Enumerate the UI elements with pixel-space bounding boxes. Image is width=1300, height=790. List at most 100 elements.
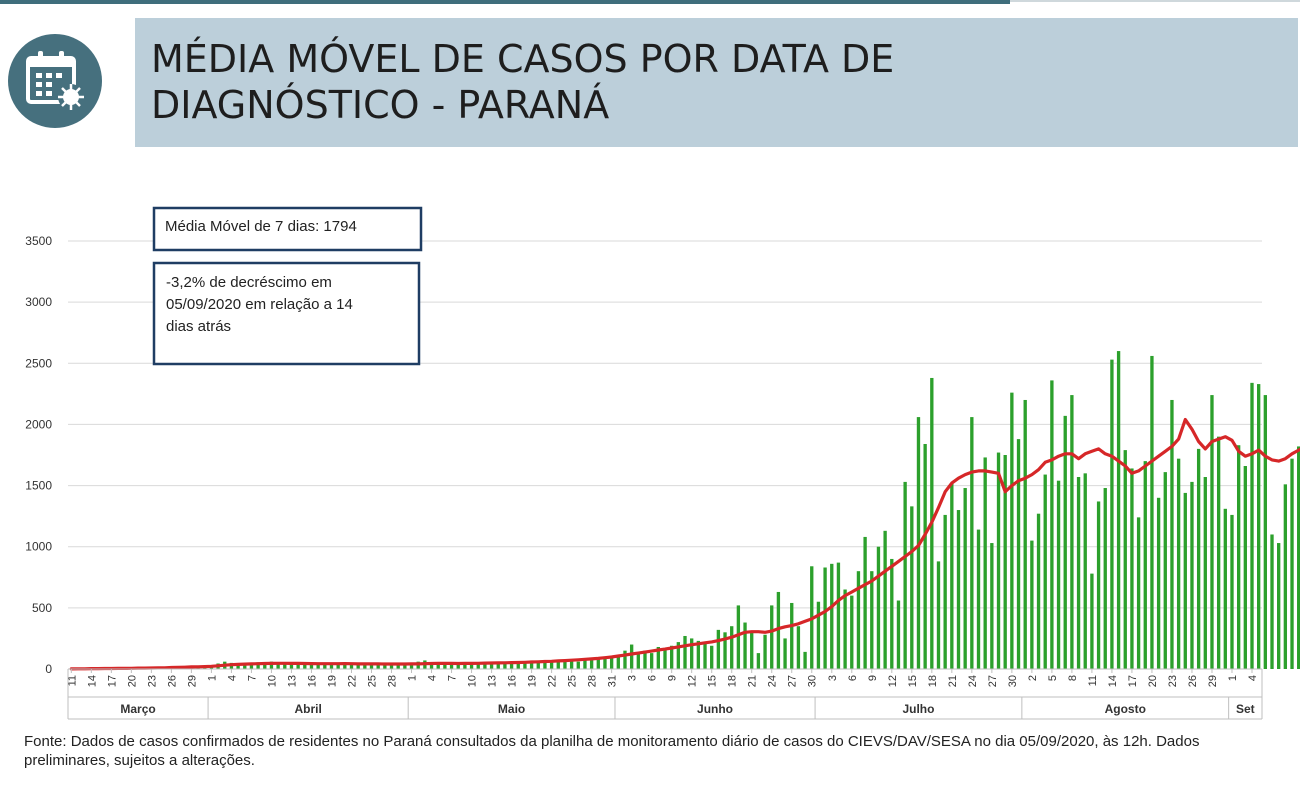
x-tick-label: 9 xyxy=(667,675,679,681)
daily-cases-bar xyxy=(1030,540,1034,669)
x-tick-label: 4 xyxy=(427,675,439,681)
daily-cases-bar xyxy=(996,452,1001,669)
daily-cases-bar xyxy=(1116,351,1121,669)
daily-cases-bar xyxy=(363,662,367,669)
daily-cases-bar xyxy=(303,664,307,669)
month-label: Agosto xyxy=(1105,702,1146,716)
daily-cases-bar xyxy=(436,663,440,669)
daily-cases-bar xyxy=(836,562,841,669)
daily-cases-bar xyxy=(449,662,454,669)
daily-cases-bar xyxy=(950,483,954,669)
daily-cases-bar xyxy=(716,629,721,669)
change-annotation: -3,2% de decréscimo em 05/09/2020 em rel… xyxy=(152,261,421,366)
daily-cases-bar xyxy=(723,632,727,669)
daily-cases-bar xyxy=(596,657,600,669)
bars-layer xyxy=(69,351,1300,669)
daily-cases-bar xyxy=(623,650,627,669)
x-tick-label: 31 xyxy=(607,675,619,687)
x-tick-label: 29 xyxy=(1207,675,1219,687)
daily-cases-bar xyxy=(1270,534,1274,669)
daily-cases-bar xyxy=(1230,514,1234,669)
daily-cases-bar xyxy=(870,571,874,669)
daily-cases-bar xyxy=(1256,384,1261,669)
x-tick-label: 30 xyxy=(1007,675,1019,687)
daily-cases-bar xyxy=(1196,448,1201,669)
daily-cases-bar xyxy=(1003,455,1007,669)
daily-cases-bar xyxy=(1130,468,1134,669)
header-banner: MÉDIA MÓVEL DE CASOS POR DATA DE DIAGNÓS… xyxy=(135,18,1298,147)
daily-cases-bar xyxy=(790,602,794,669)
daily-cases-bar xyxy=(523,661,527,669)
x-tick-label: 24 xyxy=(967,675,979,687)
daily-cases-bar xyxy=(249,663,254,669)
month-label: Maio xyxy=(498,702,525,716)
daily-cases-bar xyxy=(676,642,681,669)
x-tick-label: 4 xyxy=(226,675,238,681)
daily-cases-bar xyxy=(1050,380,1054,669)
x-tick-label: 11 xyxy=(1087,675,1099,686)
x-tick-label: 12 xyxy=(887,675,899,687)
x-tick-label: 21 xyxy=(947,675,959,687)
daily-cases-bar xyxy=(276,663,280,669)
daily-cases-bar xyxy=(636,654,640,669)
daily-cases-bar xyxy=(1163,472,1167,669)
daily-cases-bar xyxy=(983,457,987,669)
daily-cases-bar xyxy=(803,651,807,669)
daily-cases-bar xyxy=(796,626,801,669)
daily-cases-bar xyxy=(1216,436,1221,669)
change-label-line1: -3,2% de decréscimo em xyxy=(166,274,332,291)
x-tick-label: 13 xyxy=(287,675,299,687)
daily-cases-bar xyxy=(1103,488,1107,669)
daily-cases-bar xyxy=(1096,501,1101,669)
daily-cases-bar xyxy=(1110,359,1114,669)
x-tick-label: 10 xyxy=(266,675,278,687)
daily-cases-bar xyxy=(1023,399,1027,669)
x-tick-label: 24 xyxy=(767,675,779,687)
daily-cases-bar xyxy=(843,589,847,669)
daily-cases-bar xyxy=(529,660,534,669)
daily-cases-bar xyxy=(776,591,781,669)
daily-cases-bar xyxy=(383,664,387,669)
daily-cases-bar xyxy=(816,601,821,669)
x-tick-label: 19 xyxy=(327,675,339,687)
moving-average-annotation: Média Móvel de 7 dias: 1794 xyxy=(152,206,423,252)
x-tick-label: 5 xyxy=(1047,675,1059,681)
x-tick-label: 26 xyxy=(166,675,178,687)
x-tick-label: 21 xyxy=(747,675,759,687)
daily-cases-bar xyxy=(976,529,981,669)
daily-cases-bar xyxy=(670,645,674,669)
x-tick-label: 16 xyxy=(507,675,519,687)
moving-average-label: Média Móvel de 7 dias: 1794 xyxy=(165,218,357,235)
x-tick-label: 14 xyxy=(1107,675,1119,687)
x-tick-label: 7 xyxy=(246,675,258,681)
daily-cases-bar xyxy=(890,558,894,669)
daily-cases-bar xyxy=(1223,508,1227,669)
daily-cases-bar xyxy=(1136,517,1141,669)
daily-cases-bar xyxy=(1083,473,1087,669)
calendar-virus-icon xyxy=(8,34,102,128)
x-tick-label: 20 xyxy=(126,675,138,687)
y-tick-label: 3500 xyxy=(25,234,52,248)
daily-cases-bar xyxy=(443,664,447,669)
daily-cases-bar xyxy=(663,649,667,669)
y-tick-label: 2000 xyxy=(25,417,52,431)
daily-cases-bar xyxy=(1297,446,1300,669)
daily-cases-bar xyxy=(576,661,580,669)
daily-cases-bar xyxy=(863,536,867,669)
daily-cases-bar xyxy=(556,661,560,669)
x-tick-label: 27 xyxy=(987,675,999,687)
daily-cases-bar xyxy=(823,567,827,669)
daily-cases-bar xyxy=(343,662,347,669)
daily-cases-bar xyxy=(1090,573,1094,669)
daily-cases-bar xyxy=(1123,450,1127,669)
daily-cases-bar xyxy=(269,661,274,669)
x-tick-label: 3 xyxy=(627,675,639,681)
x-tick-label: 23 xyxy=(1167,675,1179,687)
daily-cases-bar xyxy=(543,662,547,669)
daily-cases-bar xyxy=(1150,355,1154,669)
x-tick-label: 18 xyxy=(927,675,939,687)
daily-cases-bar xyxy=(616,655,620,669)
daily-cases-bar xyxy=(589,659,594,669)
daily-cases-bar xyxy=(603,656,607,669)
daily-cases-bar xyxy=(736,605,741,669)
